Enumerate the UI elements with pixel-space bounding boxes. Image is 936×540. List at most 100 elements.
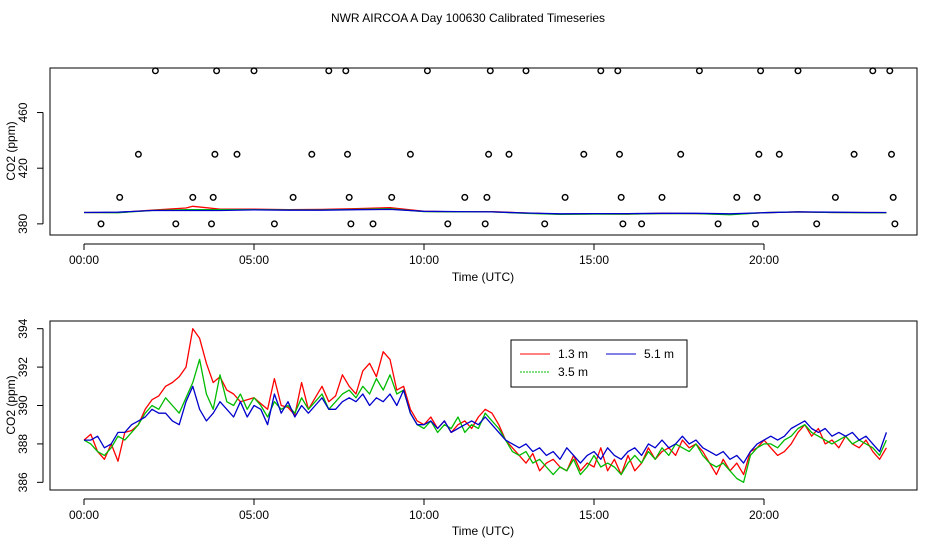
top-panel-sample-point — [151, 67, 159, 75]
bottom-panel-x-tick-label: 20:00 — [749, 508, 779, 522]
top-panel-sample-point — [869, 67, 877, 75]
legend-box — [510, 339, 688, 388]
top-panel-sample-point — [850, 150, 858, 158]
top-panel-sample-point — [775, 150, 783, 158]
top-panel-sample-point — [444, 220, 452, 228]
top-panel-sample-point — [406, 150, 414, 158]
top-panel-sample-point — [658, 193, 666, 201]
top-panel-sample-point — [891, 220, 899, 228]
top-panel-y-axis: 380 420 460 — [16, 102, 44, 234]
top-panel-sample-point — [757, 67, 765, 75]
top-panel-sample-point — [211, 150, 219, 158]
top-panel-sample-point — [485, 150, 493, 158]
top-panel-sample-point — [753, 193, 761, 201]
top-panel-y-tick-label: 460 — [16, 102, 30, 122]
top-panel-x-label: Time (UTC) — [452, 270, 514, 284]
top-panel-sample-point — [505, 150, 513, 158]
top-panel-sample-point — [483, 193, 491, 201]
legend: 1.3 m 5.1 m 3.5 m — [510, 339, 688, 388]
top-panel-sample-point — [369, 220, 377, 228]
top-panel-sample-point — [207, 220, 215, 228]
bottom-panel-y-tick-label: 388 — [16, 434, 30, 454]
top-panel-sample-point — [522, 67, 530, 75]
top-panel-sample-point — [580, 150, 588, 158]
top-panel-sample-point — [677, 150, 685, 158]
top-panel-sample-point — [714, 220, 722, 228]
top-panel-sample-point — [597, 67, 605, 75]
top-panel-sample-point — [345, 193, 353, 201]
top-panel-sample-point — [541, 220, 549, 228]
top-panel-sample-point — [733, 193, 741, 201]
top-panel-sample-point — [347, 220, 355, 228]
bottom-panel-x-axis: 00:00 05:00 10:00 15:00 20:00 — [69, 498, 779, 522]
top-panel-sample-point — [616, 150, 624, 158]
bottom-panel-x-tick-label: 15:00 — [579, 508, 609, 522]
bottom-panel-series-lines — [83, 328, 888, 483]
top-panel-sample-point — [481, 220, 489, 228]
top-panel-sample-point — [617, 193, 625, 201]
top-panel-sample-point — [794, 67, 802, 75]
bottom-panel-series-line-3-5-m — [83, 358, 887, 483]
top-panel-x-tick-label: 20:00 — [749, 253, 779, 267]
bottom-panel-x-label: Time (UTC) — [452, 524, 514, 538]
top-panel-series-lines — [83, 205, 887, 216]
top-panel-sample-point — [172, 220, 180, 228]
top-panel-sample-point — [325, 67, 333, 75]
top-panel-sample-point — [423, 67, 431, 75]
top-panel-sample-point — [614, 67, 622, 75]
top-panel-sample-point — [97, 220, 105, 228]
top-panel-y-tick-label: 420 — [16, 158, 30, 178]
bottom-panel-by-height: 00:00 05:00 10:00 15:00 20:00 386 388 390 392 39… — [4, 318, 918, 538]
figure-title: NWR AIRCOA A Day 100630 Calibrated Times… — [331, 11, 605, 25]
top-panel-x-tick-label: 00:00 — [69, 253, 99, 267]
top-panel-sample-point — [461, 193, 469, 201]
top-panel-sample-point — [561, 193, 569, 201]
top-panel-x-tick-label: 15:00 — [579, 253, 609, 267]
top-panel-sample-point — [388, 193, 396, 201]
bottom-panel-y-tick-label: 392 — [16, 357, 30, 377]
bottom-panel-x-tick-label: 05:00 — [239, 508, 269, 522]
top-panel-x-tick-label: 05:00 — [239, 253, 269, 267]
top-panel-sample-point — [116, 193, 124, 201]
top-panel-x-tick-label: 10:00 — [409, 253, 439, 267]
top-panel-sample-point — [619, 220, 627, 228]
top-panel-sample-point — [308, 150, 316, 158]
legend-label-1-3m: 1.3 m — [558, 347, 588, 361]
top-panel-y-tick-label: 380 — [16, 214, 30, 234]
top-panel-sample-point — [752, 220, 760, 228]
legend-label-3-5m: 3.5 m — [558, 365, 588, 379]
top-panel-sample-point — [486, 67, 494, 75]
top-panel-sample-point — [886, 67, 894, 75]
top-panel-sample-point — [695, 67, 703, 75]
top-panel-sample-point — [289, 193, 297, 201]
top-panel-series-line-5-1-m — [83, 208, 887, 215]
bottom-panel-x-tick-label: 10:00 — [409, 508, 439, 522]
bottom-panel-x-tick-label: 00:00 — [69, 508, 99, 522]
bottom-panel-series-line-1-3-m — [83, 328, 887, 476]
top-panel-sample-points — [97, 67, 899, 228]
top-panel-y-label: CO2 (ppm) — [4, 121, 18, 180]
top-panel-sample-point — [213, 67, 221, 75]
top-panel-sample-point — [638, 220, 646, 228]
bottom-panel-plot-frame — [49, 320, 918, 491]
top-panel-sample-point — [889, 193, 897, 201]
top-panel-sample-point — [831, 193, 839, 201]
top-panel-sample-point — [250, 67, 258, 75]
bottom-panel-y-axis: 386 388 390 392 394 — [16, 318, 44, 492]
top-panel-sample-point — [755, 150, 763, 158]
top-panel-sample-point — [233, 150, 241, 158]
bottom-panel-y-tick-label: 386 — [16, 472, 30, 492]
bottom-panel-series-line-5-1-m — [84, 385, 888, 464]
bottom-panel-y-tick-label: 390 — [16, 395, 30, 415]
legend-label-5-1m: 5.1 m — [644, 347, 674, 361]
top-panel-sample-point — [270, 220, 278, 228]
top-panel-sample-point — [134, 150, 142, 158]
bottom-panel-y-tick-label: 394 — [16, 318, 30, 338]
top-panel-x-axis: 00:00 05:00 10:00 15:00 20:00 — [69, 243, 779, 267]
top-panel-sample-point — [342, 67, 350, 75]
top-panel-sample-point — [189, 193, 197, 201]
top-panel-plot-frame — [49, 67, 918, 236]
bottom-panel-y-label: CO2 (ppm) — [4, 375, 18, 434]
top-panel-sample-point — [888, 150, 896, 158]
